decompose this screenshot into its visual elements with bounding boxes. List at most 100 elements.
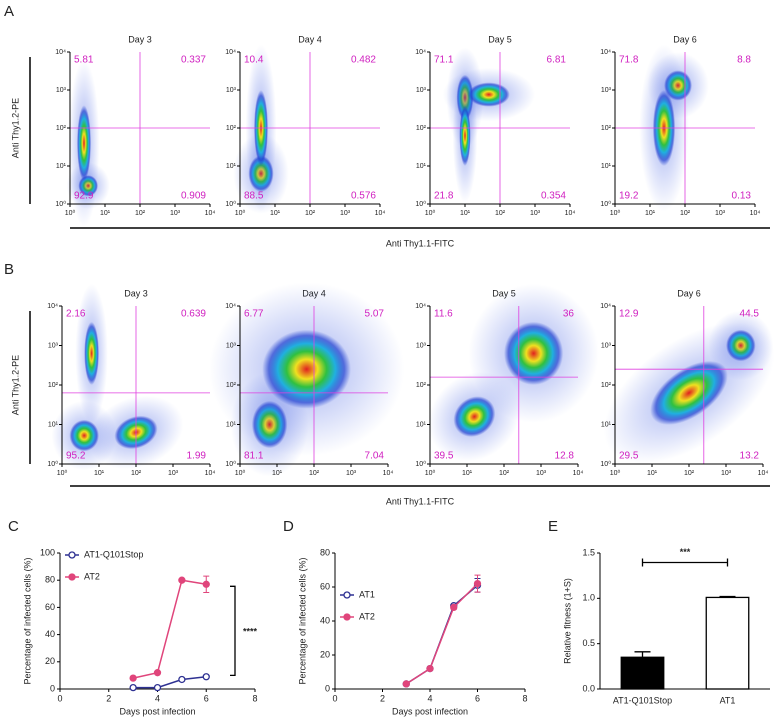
y-tick-label: 10³ xyxy=(416,342,427,349)
legend-label: AT2 xyxy=(84,571,100,581)
y-tick-label: 10² xyxy=(226,125,237,132)
x-tick-label: 6 xyxy=(475,693,480,703)
y-tick-label: 10² xyxy=(48,382,59,389)
x-axis-label: Days post infection xyxy=(119,706,195,716)
x-tick-label: 10³ xyxy=(715,210,726,217)
y-tick-label: 10³ xyxy=(226,342,237,349)
y-tick-label: 10³ xyxy=(416,87,427,94)
event-density xyxy=(467,82,510,107)
y-tick-label: 80 xyxy=(320,547,330,557)
event-density xyxy=(453,396,496,437)
y-tick-label: 10⁰ xyxy=(47,460,58,468)
series-line xyxy=(405,584,478,685)
x-tick-label: 6 xyxy=(204,693,209,703)
point xyxy=(178,675,186,684)
y-tick-label: 10⁴ xyxy=(415,303,426,310)
y-tick-label: 80 xyxy=(45,575,55,585)
x-tick-label: 10⁰ xyxy=(235,209,246,217)
quadrant-value: 7.04 xyxy=(365,451,385,462)
x-tick-label: 10¹ xyxy=(645,210,656,217)
y-tick-label: 10³ xyxy=(601,342,612,349)
quadrant-value: 92.9 xyxy=(74,191,94,202)
x-tick-label: 10⁴ xyxy=(758,470,769,477)
x-tick-label: 2 xyxy=(380,693,385,703)
panel-label: B xyxy=(4,261,14,278)
x-tick-label: 10⁴ xyxy=(383,470,394,477)
y-tick-label: 100 xyxy=(40,547,55,557)
panel-label: A xyxy=(4,3,14,20)
quadrant-value: 5.07 xyxy=(365,309,385,320)
x-tick-label: 10⁰ xyxy=(57,469,68,477)
y-tick-label: 10¹ xyxy=(56,163,67,170)
y-tick-label: 40 xyxy=(45,629,55,639)
quadrant-value: 6.81 xyxy=(547,55,567,66)
point xyxy=(178,576,186,584)
x-tick-label: 10¹ xyxy=(460,210,471,217)
quadrant-value: 0.354 xyxy=(541,191,566,202)
event-density xyxy=(650,360,728,425)
y-tick-label: 10² xyxy=(226,382,237,389)
quadrant-value: 13.2 xyxy=(740,451,760,462)
legend-label: AT2 xyxy=(359,611,375,621)
x-tick-label: 10⁴ xyxy=(205,210,216,217)
event-density xyxy=(77,105,91,182)
x-tick-label: 10⁰ xyxy=(610,209,621,217)
x-tick-label: 10³ xyxy=(530,210,541,217)
x-tick-label: 10⁴ xyxy=(565,210,576,217)
point xyxy=(153,669,162,677)
event-density xyxy=(503,321,564,385)
event-density xyxy=(459,105,471,166)
x-tick-label: 10² xyxy=(305,210,316,217)
plot-title: Day 6 xyxy=(677,288,701,298)
x-tick-label: 10² xyxy=(131,470,142,477)
panel-label: E xyxy=(548,518,558,535)
quadrant-value: 71.1 xyxy=(434,55,454,66)
x-tick-label: AT1 xyxy=(720,695,736,705)
y-tick-label: 10⁰ xyxy=(600,460,611,468)
y-tick-label: 10¹ xyxy=(601,421,612,428)
y-tick-label: 10⁴ xyxy=(600,49,611,56)
x-tick-label: 10³ xyxy=(170,210,181,217)
point xyxy=(473,579,482,588)
significance-bracket xyxy=(641,558,729,567)
y-tick-label: 10² xyxy=(601,125,612,132)
point xyxy=(450,603,458,612)
x-tick-label: 10¹ xyxy=(647,470,658,477)
x-tick-label: 4 xyxy=(155,693,160,703)
significance-label: **** xyxy=(243,626,258,636)
x-tick-label: 10⁴ xyxy=(573,470,584,477)
y-axis-label: Anti Thy1.2-PE xyxy=(10,355,20,415)
y-tick-label: 60 xyxy=(320,581,330,591)
quadrant-value: 0.576 xyxy=(351,191,376,202)
x-tick-label: 10³ xyxy=(346,470,357,477)
quadrant-value: 19.2 xyxy=(619,191,639,202)
quadrant-value: 44.5 xyxy=(740,309,760,320)
point xyxy=(202,673,210,681)
y-tick-label: 10⁰ xyxy=(415,200,426,208)
y-axis-label: Relative fitness (1+S) xyxy=(562,578,572,664)
point xyxy=(402,680,410,688)
x-tick-label: 10² xyxy=(680,210,691,217)
quadrant-value: 10.4 xyxy=(244,55,264,66)
point xyxy=(426,664,434,673)
y-tick-label: 10⁰ xyxy=(415,460,426,468)
y-axis-label: Percentage of infected cells (%) xyxy=(297,557,307,684)
quadrant-value: 0.639 xyxy=(181,309,206,320)
point xyxy=(129,683,137,692)
quadrant-value: 81.1 xyxy=(244,451,264,462)
error-bar xyxy=(634,651,651,658)
x-tick-label: 10³ xyxy=(340,210,351,217)
y-axis-label: Percentage of infected cells (%) xyxy=(22,557,32,684)
y-tick-label: 1.0 xyxy=(582,593,595,603)
plot-title: Day 6 xyxy=(673,34,697,44)
quadrant-value: 11.6 xyxy=(434,309,453,320)
y-tick-label: 20 xyxy=(320,649,330,659)
x-tick-label: 10¹ xyxy=(272,470,283,477)
y-tick-label: 10⁴ xyxy=(600,303,611,310)
y-tick-label: 10³ xyxy=(601,87,612,94)
y-tick-label: 10³ xyxy=(48,342,59,349)
quadrant-value: 1.99 xyxy=(187,451,207,462)
legend-marker xyxy=(68,573,76,581)
x-tick-label: 8 xyxy=(522,693,527,703)
plot-title: Day 3 xyxy=(128,34,152,44)
